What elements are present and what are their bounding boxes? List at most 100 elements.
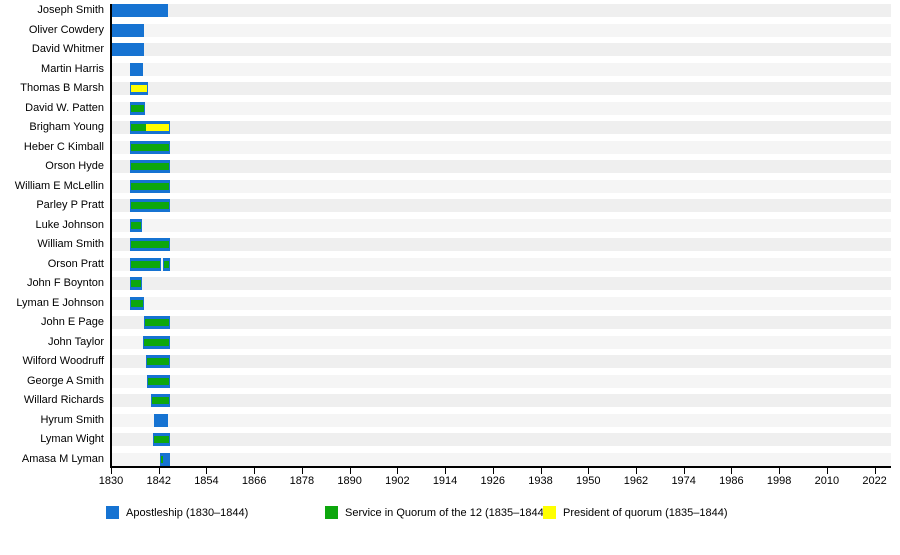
legend-label: Service in Quorum of the 12 (1835–1844)	[345, 507, 548, 519]
legend-label: Apostleship (1830–1844)	[126, 507, 249, 519]
x-axis-tick	[301, 467, 303, 474]
x-axis-line	[110, 466, 891, 468]
x-axis-tick-label: 1926	[480, 475, 506, 487]
x-axis-tick-label: 1902	[385, 475, 410, 487]
row-background-band	[111, 160, 891, 173]
quorum-service-bar	[146, 358, 170, 365]
x-axis-tick-label: 1890	[337, 475, 362, 487]
x-axis-tick	[206, 467, 208, 474]
x-axis-tick	[111, 467, 112, 474]
x-axis-tick	[635, 467, 637, 474]
row-label: John E Page	[41, 316, 104, 328]
quorum-service-bar	[151, 397, 170, 404]
row-background-band	[111, 218, 891, 232]
row-label: Heber C Kimball	[23, 140, 104, 153]
legend-swatch-green	[325, 506, 338, 519]
row-background-band	[111, 140, 891, 154]
row-background-band	[111, 43, 891, 56]
x-axis-tick	[826, 467, 828, 474]
quorum-service-bar	[130, 221, 142, 229]
x-axis-tick-label: 1950	[575, 475, 601, 487]
apostleship-bar	[160, 452, 171, 466]
quorum-service-bar	[130, 182, 170, 190]
x-axis-tick-label: 1974	[671, 475, 696, 487]
x-axis-tick-label: 1998	[766, 475, 792, 487]
quorum-service-bar	[164, 260, 170, 268]
row-background-band	[111, 452, 891, 466]
row-background-band	[111, 4, 891, 17]
row-background-band	[111, 257, 891, 271]
row-label: Parley P Pratt	[36, 199, 104, 211]
x-axis-tick-label: 1914	[432, 475, 458, 487]
row-background-band	[111, 316, 891, 329]
row-background-band	[111, 62, 891, 76]
quorum-service-bar	[130, 241, 170, 248]
quorum-president-bar	[145, 124, 170, 131]
row-label: Orson Pratt	[47, 257, 104, 270]
x-axis-tick-label: 1986	[719, 475, 744, 487]
row-background-band	[111, 101, 891, 115]
quorum-service-bar	[161, 455, 164, 463]
x-axis-tick	[588, 467, 590, 474]
row-background-band	[111, 179, 891, 193]
quorum-service-bar	[130, 124, 146, 131]
quorum-service-bar	[130, 202, 170, 209]
row-label: David W. Patten	[25, 101, 104, 114]
row-label: John F Boynton	[26, 277, 104, 289]
row-label: Martin Harris	[41, 62, 104, 75]
x-axis-tick-label: 1866	[241, 475, 267, 487]
row-label: Lyman Wight	[40, 433, 104, 445]
legend-swatch-blue	[106, 506, 119, 519]
apostleship-bar	[153, 413, 168, 427]
x-axis-tick	[445, 467, 447, 474]
x-axis-tick	[254, 467, 256, 474]
row-background-band	[111, 199, 891, 212]
quorum-service-bar	[130, 143, 170, 151]
row-label: Willard Richards	[23, 394, 104, 406]
row-label: Wilford Woodruff	[22, 355, 104, 367]
row-background-band	[111, 394, 891, 407]
x-axis-tick-label: 1854	[194, 475, 219, 487]
quorum-service-bar	[130, 299, 143, 307]
x-axis-tick	[349, 467, 351, 474]
x-axis-tick	[731, 467, 733, 474]
row-label: John Taylor	[47, 335, 104, 348]
x-axis-tick-label: 1842	[146, 475, 171, 487]
row-background-band	[111, 277, 891, 290]
row-label: Joseph Smith	[37, 4, 104, 16]
quorum-service-bar	[144, 319, 170, 326]
quorum-president-bar	[130, 85, 147, 92]
x-axis-tick	[158, 467, 160, 474]
x-axis-tick-label: 1878	[289, 475, 315, 487]
quorum-service-bar	[143, 338, 170, 346]
row-background-band	[111, 413, 891, 427]
quorum-service-bar	[130, 104, 145, 112]
x-axis-tick-label: 2022	[862, 475, 887, 487]
x-axis-tick-label: 1962	[623, 475, 649, 487]
x-axis-tick	[683, 467, 685, 474]
x-axis-tick	[492, 467, 494, 474]
chart-legend: Apostleship (1830–1844) Service in Quorum…	[0, 506, 900, 524]
legend-swatch-yellow	[543, 506, 556, 519]
row-background-band	[111, 82, 891, 95]
row-background-band	[111, 355, 891, 368]
row-background-band	[111, 238, 891, 251]
row-label: Thomas B Marsh	[20, 82, 104, 94]
row-label: William E McLellin	[14, 179, 104, 192]
row-background-band	[111, 121, 891, 134]
row-label: Amasa M Lyman	[21, 452, 104, 465]
row-label: George A Smith	[26, 374, 104, 387]
row-background-band	[111, 374, 891, 388]
apostleship-bar	[111, 4, 168, 17]
row-label: Oliver Cowdery	[28, 23, 104, 36]
legend-label: President of quorum (1835–1844)	[563, 507, 728, 519]
row-background-band	[111, 335, 891, 349]
x-axis-tick	[397, 467, 399, 474]
row-label: Lyman E Johnson	[16, 296, 104, 309]
quorum-service-bar	[153, 436, 170, 443]
quorum-service-bar	[147, 377, 170, 385]
quorum-service-bar	[130, 163, 170, 170]
row-background-band	[111, 23, 891, 37]
row-background-band	[111, 296, 891, 310]
